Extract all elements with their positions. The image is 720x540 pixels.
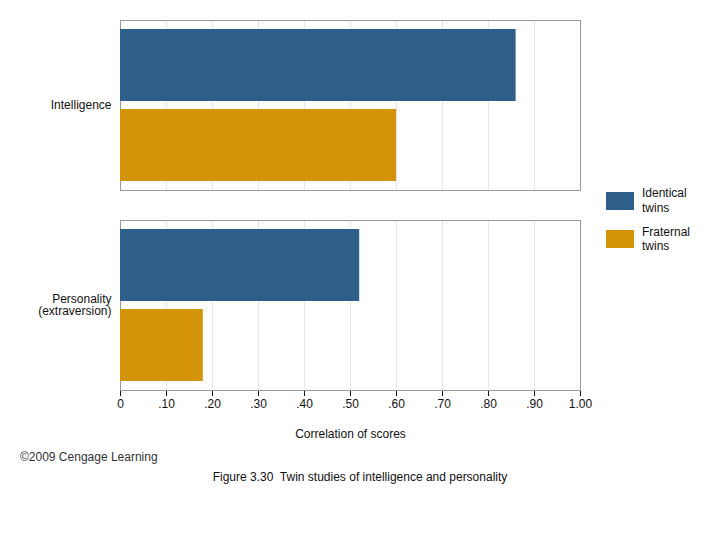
svg-text:Intelligence: Intelligence — [51, 98, 112, 112]
svg-text:.90: .90 — [526, 397, 543, 411]
html-text:©2009 Cengage Learning: ©2009 Cengage Learning — [20, 450, 158, 464]
svg-text:.10: .10 — [158, 397, 175, 411]
svg-text:.20: .20 — [204, 397, 221, 411]
html-text:Fraternal twins: Fraternal twins — [642, 225, 690, 254]
svg-text:.40: .40 — [296, 397, 313, 411]
svg-text:.30: .30 — [250, 397, 267, 411]
svg-text:Personality(extraversion): Personality(extraversion) — [38, 292, 111, 318]
svg-text:Correlation of scores: Correlation of scores — [295, 427, 406, 441]
svg-text:0: 0 — [117, 397, 124, 411]
svg-text:.80: .80 — [480, 397, 497, 411]
svg-text:.60: .60 — [388, 397, 405, 411]
svg-text:.50: .50 — [342, 397, 359, 411]
html-text:Figure 3.30 Twin studies of in: Figure 3.30 Twin studies of intelligence… — [212, 470, 508, 484]
svg-text:1.00: 1.00 — [569, 397, 593, 411]
svg-text:.70: .70 — [434, 397, 451, 411]
html-text:Identical twins: Identical twins — [642, 186, 687, 215]
